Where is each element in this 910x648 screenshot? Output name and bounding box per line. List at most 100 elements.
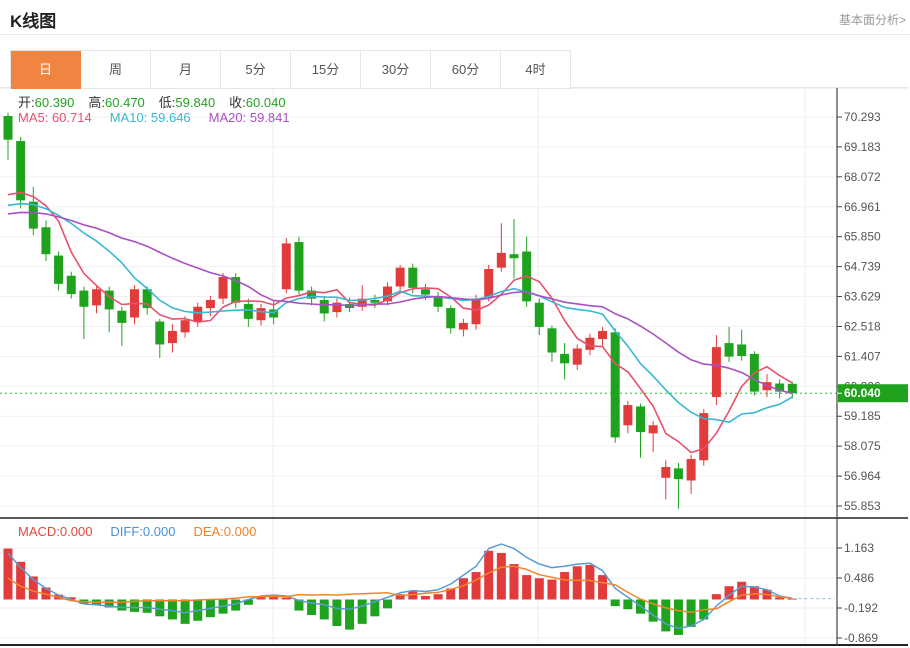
macd-histogram-bar [345,599,355,630]
high-value: 60.470 [105,95,145,110]
macd-histogram-bar [142,599,152,613]
macd-histogram-bar [648,599,658,622]
candle-up [458,322,468,330]
ma5-legend: MA5: 60.714 [18,110,92,125]
macd-histogram-bar [749,586,759,600]
macd-histogram-bar [332,599,342,627]
open-value: 60.390 [34,95,75,110]
candle-up [357,298,367,307]
candle-up [205,300,215,309]
macd-histogram-bar [104,599,114,608]
ma10-legend: MA10: 59.646 [109,110,191,125]
candle-down [775,383,785,392]
macd-histogram-bar [383,599,392,609]
y-axis-label: 55.853 [844,499,881,513]
ma20-line [7,211,793,395]
ma-legend: MA5: 60.714 MA10: 59.646 MA20: 59.841 [18,110,290,125]
macd-histogram-bar [269,596,279,600]
candle-up [686,458,696,481]
y-axis-label: 59.185 [844,409,881,423]
candle-down [420,289,430,295]
ohlc-legend: 开:60.390 高:60.470 低:59.840 收:60.040 [18,92,300,111]
fundamental-analysis-link[interactable]: 基本面分析> [838,13,906,27]
tab-4hour[interactable]: 4时 [501,51,571,89]
close-value: 60.040 [245,95,286,110]
tab-week[interactable]: 周 [81,51,151,89]
macd-histogram-bar [3,548,13,600]
macd-histogram-bar [66,597,76,600]
dea-line [7,565,793,614]
candle-down [3,116,13,140]
candle-down [636,406,645,433]
macd-histogram-bar [585,564,595,600]
candle-up [598,330,608,340]
macd-histogram-bar [16,561,26,600]
candle-up [661,467,671,478]
candle-up [699,413,709,461]
ma5-line [7,191,793,454]
high-label: 高: [88,95,106,110]
candle-up [395,267,405,287]
y-axis-label: 70.293 [844,110,881,124]
dea-value-legend: DEA:0.000 [193,524,257,539]
tab-5min[interactable]: 5分 [221,51,291,89]
y-axis-label: 68.072 [844,170,881,184]
last-price-label: 60.040 [844,386,881,400]
y-axis-label: 69.183 [844,140,881,154]
candle-down [66,275,76,295]
tab-15min[interactable]: 15分 [291,51,361,89]
macd-axis-label: -0.192 [844,601,878,615]
macd-value-legend: MACD:0.000 [18,524,93,539]
candle-up [572,348,582,365]
candle-down [117,310,127,323]
candle-down [16,141,26,201]
macd-histogram-bar [155,599,165,617]
macd-histogram-bar [307,599,317,615]
macd-histogram-bar [117,599,127,611]
tab-month[interactable]: 月 [151,51,221,89]
macd-histogram-bar [686,599,696,627]
candle-down [41,227,51,255]
macd-histogram-bar [458,578,468,600]
macd-histogram-bar [598,575,608,600]
macd-histogram-bar [509,564,519,600]
macd-histogram-bar [484,550,494,600]
macd-histogram-bar [294,599,304,611]
candle-down [408,267,418,288]
macd-histogram-bar [471,572,481,600]
macd-histogram-bar [243,599,253,605]
macd-histogram-bar [496,552,506,600]
y-axis-label: 58.075 [844,439,881,453]
candle-down [534,302,544,327]
macd-histogram-bar [408,591,418,600]
macd-histogram-bar [775,597,785,600]
candle-down [787,383,797,394]
macd-histogram-bar [522,575,532,600]
candle-down [673,468,683,480]
period-tab-bar: 日 周 月 5分 15分 30分 60分 4时 [10,50,571,89]
macd-histogram-bar [560,572,570,600]
macd-histogram-bar [572,566,582,600]
y-axis-label: 66.961 [844,200,881,214]
candle-down [54,255,64,284]
candle-down [560,353,570,364]
macd-histogram-bar [534,578,544,600]
macd-histogram-bar [28,576,38,600]
y-axis-label: 63.629 [844,290,881,304]
diff-line [7,543,793,630]
candle-up [623,405,633,426]
candle-down [307,290,317,299]
candle-down [547,328,557,353]
tab-60min[interactable]: 60分 [431,51,501,89]
page-title: K线图 [10,12,57,31]
tab-day[interactable]: 日 [11,51,81,89]
ma20-legend: MA20: 59.841 [208,110,290,125]
candle-down [104,290,114,310]
tab-30min[interactable]: 30分 [361,51,431,89]
page-header: K线图 基本面分析> [0,0,910,34]
candle-up [471,298,481,325]
candle-down [294,242,304,291]
macd-legend: MACD:0.000 DIFF:0.000 DEA:0.000 [18,524,256,539]
candle-down [231,277,241,303]
